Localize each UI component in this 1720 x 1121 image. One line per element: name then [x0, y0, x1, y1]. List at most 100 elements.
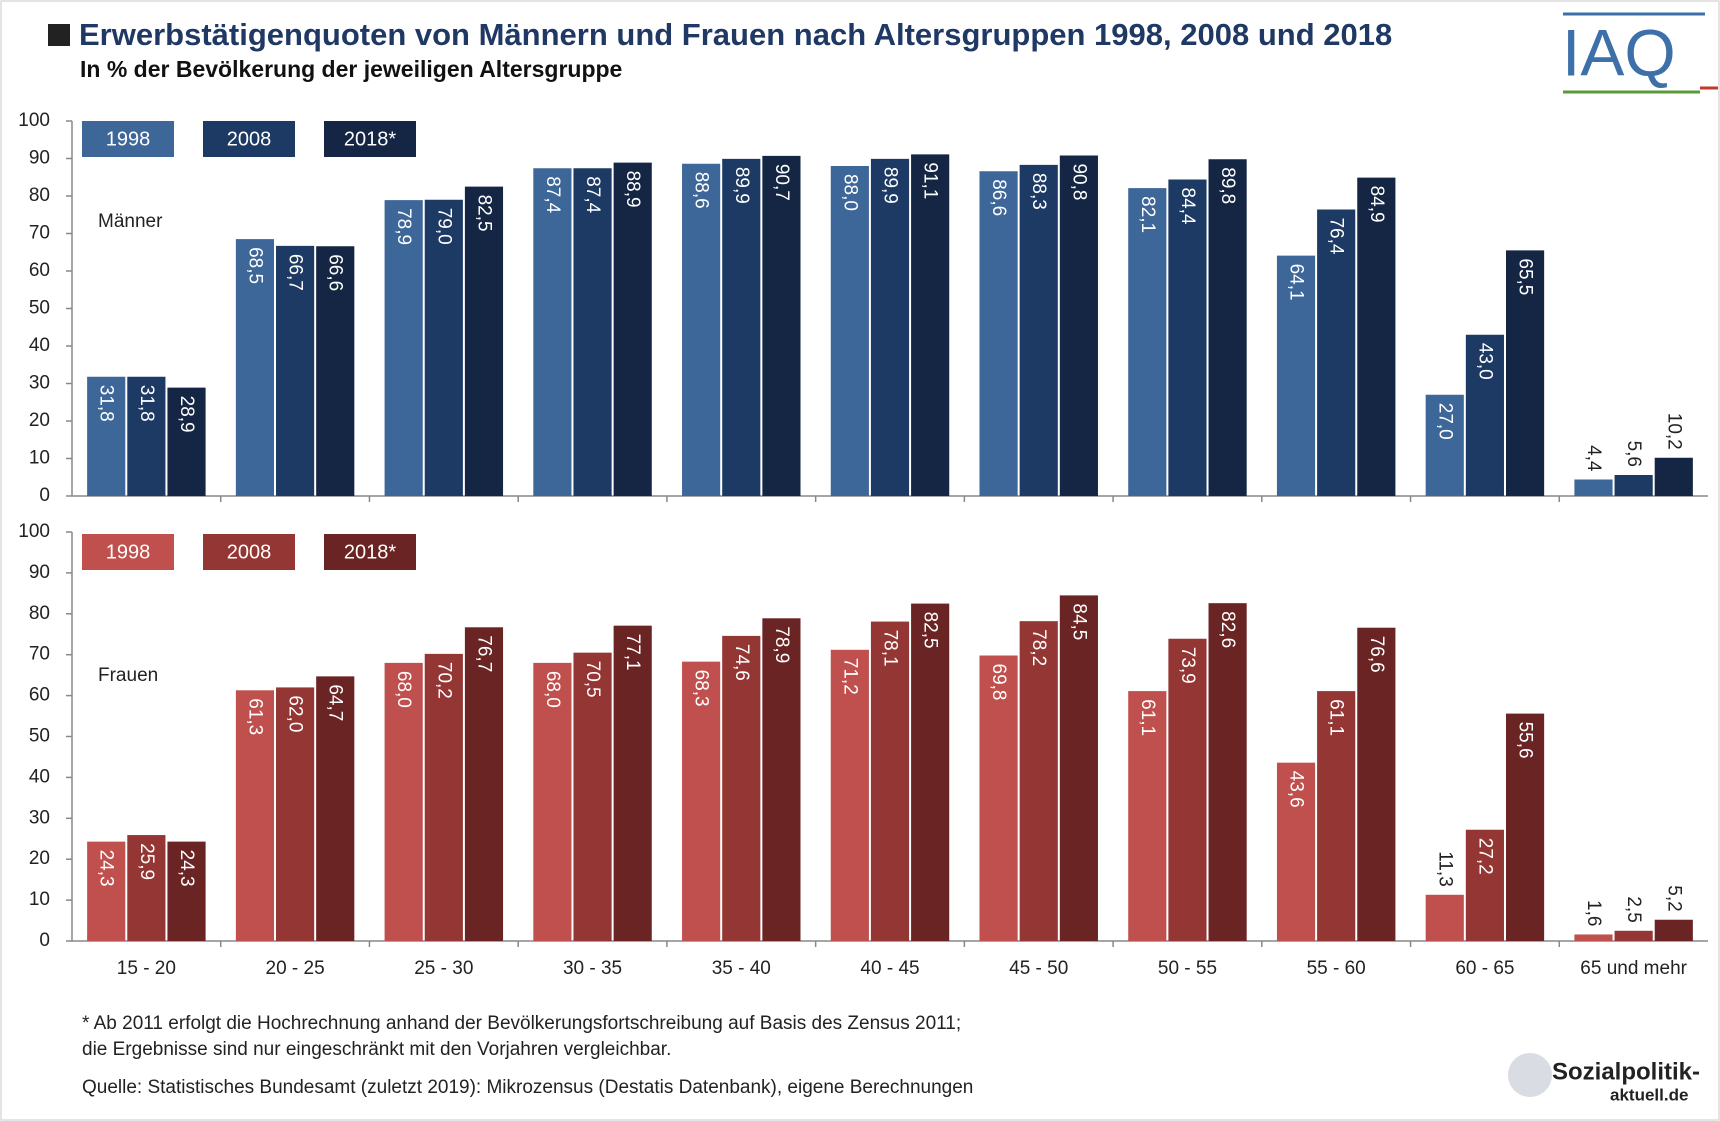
bar: [614, 626, 652, 941]
value-label: 66,7: [285, 254, 306, 291]
value-label: 88,3: [1028, 173, 1049, 210]
value-label: 4,4: [1583, 445, 1604, 472]
subtitle: In % der Bevölkerung der jeweiligen Alte…: [80, 56, 622, 82]
x-tick-label: 40 - 45: [860, 958, 919, 979]
value-label: 43,0: [1474, 343, 1495, 380]
bar: [533, 168, 571, 496]
value-label: 88,9: [622, 171, 643, 208]
bar: [1020, 165, 1058, 496]
x-tick-label: 50 - 55: [1158, 958, 1217, 979]
y-tick-label: 60: [29, 260, 50, 281]
value-label: 24,3: [96, 850, 117, 887]
y-tick-label: 20: [29, 848, 50, 869]
y-tick-label: 50: [29, 726, 50, 747]
value-label: 68,3: [691, 670, 712, 707]
value-label: 91,1: [920, 162, 941, 199]
y-tick-label: 10: [29, 889, 50, 910]
value-label: 64,7: [325, 684, 346, 721]
value-label: 78,2: [1028, 629, 1049, 666]
bar: [871, 159, 909, 496]
value-label: 70,5: [582, 661, 603, 698]
bar: [722, 636, 760, 941]
x-tick-label: 30 - 35: [563, 958, 622, 979]
legend-label: 1998: [106, 541, 151, 563]
x-tick-label: 15 - 20: [117, 958, 176, 979]
value-label: 86,6: [988, 179, 1009, 216]
value-label: 82,6: [1217, 611, 1238, 648]
value-label: 90,8: [1068, 164, 1089, 201]
value-label: 1,6: [1583, 900, 1604, 926]
footnote: * Ab 2011 erfolgt die Hochrechnung anhan…: [82, 1013, 961, 1034]
value-label: 82,5: [473, 195, 494, 232]
y-tick-label: 0: [39, 930, 50, 951]
x-tick-label: 20 - 25: [266, 958, 325, 979]
value-label: 73,9: [1177, 647, 1198, 684]
value-label: 79,0: [433, 208, 454, 245]
brand: Sozialpolitik-: [1552, 1058, 1700, 1085]
x-tick-label: 55 - 60: [1307, 958, 1366, 979]
bar: [465, 187, 503, 496]
bar: [465, 627, 503, 941]
y-tick-label: 20: [29, 410, 50, 431]
bar: [1209, 159, 1247, 496]
value-label: 84,5: [1068, 603, 1089, 640]
value-label: 90,7: [771, 164, 792, 201]
value-label: 84,9: [1366, 186, 1387, 223]
bar: [1060, 156, 1098, 497]
value-label: 31,8: [96, 385, 117, 422]
value-label: 88,6: [691, 172, 712, 209]
bar: [911, 604, 949, 941]
y-tick-label: 90: [29, 562, 50, 583]
bar: [911, 154, 949, 496]
value-label: 84,4: [1177, 188, 1198, 225]
y-tick-label: 60: [29, 685, 50, 706]
bar: [1574, 480, 1612, 497]
value-label: 5,2: [1663, 885, 1684, 911]
value-label: 25,9: [136, 843, 157, 880]
value-label: 82,1: [1137, 196, 1158, 233]
value-label: 68,5: [244, 247, 265, 284]
bar: [1168, 180, 1206, 497]
value-label: 76,7: [473, 635, 494, 672]
bar: [573, 168, 611, 496]
annotation: Frauen: [98, 665, 158, 686]
value-label: 70,2: [433, 662, 454, 699]
value-label: 27,2: [1474, 838, 1495, 875]
bar: [614, 163, 652, 496]
brand-icon: [1508, 1053, 1552, 1097]
y-tick-label: 30: [29, 373, 50, 394]
value-label: 78,1: [880, 630, 901, 667]
x-tick-label: 65 und mehr: [1580, 958, 1687, 979]
legend-label: 2008: [227, 541, 272, 563]
value-label: 24,3: [176, 850, 197, 887]
y-tick-label: 70: [29, 223, 50, 244]
brand: aktuell.de: [1610, 1085, 1688, 1104]
y-tick-label: 30: [29, 807, 50, 828]
value-label: 64,1: [1286, 264, 1307, 301]
value-label: 74,6: [731, 644, 752, 681]
bar: [1020, 621, 1058, 941]
bar: [1655, 458, 1693, 496]
logo: IAQ: [1562, 15, 1676, 89]
legend-label: 2008: [227, 128, 272, 150]
y-tick-label: 40: [29, 766, 50, 787]
value-label: 88,0: [839, 174, 860, 211]
bar: [1209, 603, 1247, 941]
value-label: 31,8: [136, 385, 157, 422]
y-tick-label: 10: [29, 448, 50, 469]
value-label: 55,6: [1515, 722, 1536, 759]
value-label: 71,2: [839, 658, 860, 695]
bar: [762, 156, 800, 496]
value-label: 68,0: [542, 671, 563, 708]
bar: [682, 164, 720, 496]
bar: [722, 159, 760, 496]
value-label: 89,9: [880, 167, 901, 204]
bar: [1426, 895, 1464, 941]
bar: [1357, 628, 1395, 941]
value-label: 82,5: [920, 612, 941, 649]
value-label: 28,9: [176, 396, 197, 433]
bar: [1574, 934, 1612, 941]
value-label: 62,0: [285, 695, 306, 732]
bar: [1615, 475, 1653, 496]
y-tick-label: 80: [29, 603, 50, 624]
